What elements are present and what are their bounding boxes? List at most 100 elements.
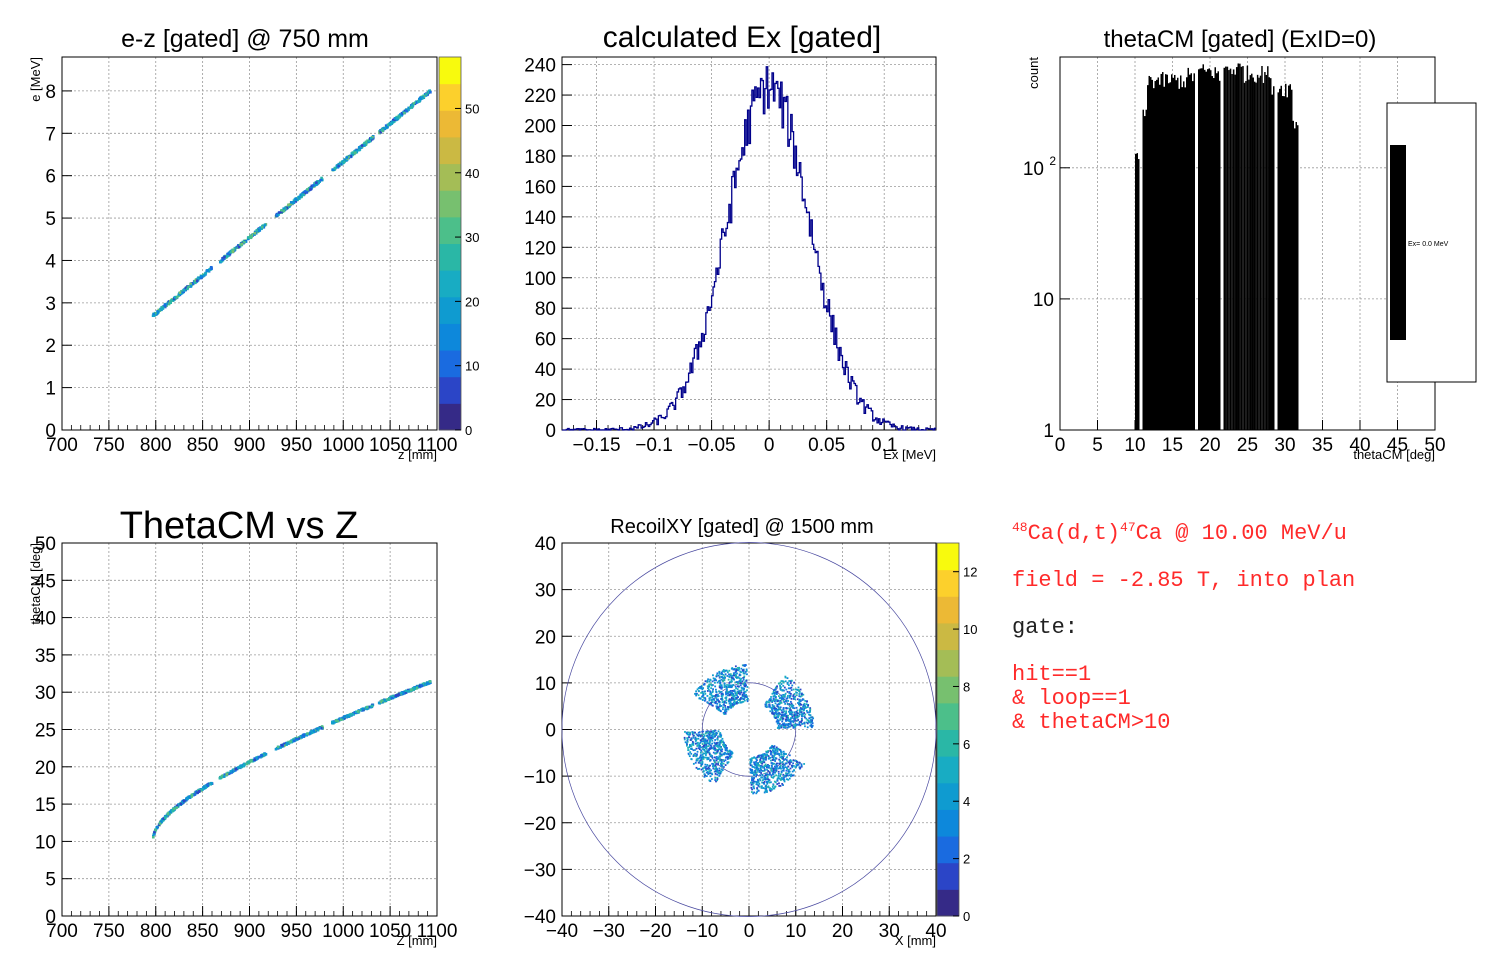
xy-bin <box>692 749 695 752</box>
xy-bin <box>717 763 719 766</box>
ez-points <box>151 89 432 318</box>
xy-bin <box>708 735 710 738</box>
xy-bin <box>732 668 735 671</box>
xy-bin <box>731 689 734 692</box>
ez-bin <box>303 190 307 193</box>
xy-bin <box>731 685 734 688</box>
xy-bin <box>729 693 732 696</box>
xy-bin <box>714 702 717 705</box>
xy-bin <box>735 697 738 700</box>
xy-bin <box>768 772 771 774</box>
xy-bin <box>772 751 775 754</box>
xy-bin <box>773 754 776 757</box>
xy-bin <box>756 787 758 789</box>
xy-bin <box>703 746 706 749</box>
ez-bin <box>393 120 396 123</box>
xy-bin <box>698 748 701 751</box>
ez-bin <box>255 229 259 232</box>
xy-bin <box>730 705 733 708</box>
xy-bin <box>765 700 768 703</box>
ez-bin <box>210 267 213 271</box>
xy-bin <box>780 751 783 754</box>
xy-bin <box>716 748 718 751</box>
xy-bin <box>770 762 773 764</box>
xy-bin <box>702 748 704 751</box>
xy-bin <box>776 700 779 703</box>
xy-bin <box>763 780 766 783</box>
ez-bin <box>301 193 304 197</box>
thetacm-bar <box>1219 80 1221 431</box>
xy-bin <box>779 725 782 728</box>
xy-bin <box>740 671 742 674</box>
thz-bin <box>170 809 173 812</box>
xy-bin <box>782 693 785 696</box>
xy-bin <box>803 763 806 765</box>
xy-bin <box>728 685 731 688</box>
xy-bin <box>779 784 782 787</box>
xy-bin <box>716 706 719 709</box>
ez-xlabel: z [mm] <box>398 447 437 462</box>
xy-bin <box>789 687 792 690</box>
xy-bin <box>786 707 789 710</box>
xy-bin <box>776 705 779 708</box>
xy-bin <box>712 698 715 700</box>
xy-bin <box>742 688 745 691</box>
xy-bin <box>711 747 714 750</box>
xy-bin <box>720 754 723 757</box>
xy-bin <box>729 691 732 694</box>
xy-bin <box>727 750 730 753</box>
xy-bin <box>782 773 785 776</box>
xy-bin <box>764 763 767 766</box>
xy-bin <box>710 683 712 686</box>
xy-bin <box>775 767 778 770</box>
xy-bin <box>797 686 800 689</box>
xy-bin <box>708 733 711 736</box>
xy-bin <box>702 687 705 689</box>
xy-bin <box>723 744 726 747</box>
xy-bin <box>809 724 812 727</box>
thetacm-bar <box>1159 84 1161 430</box>
xy-bin <box>714 764 717 767</box>
thetacm-bar <box>1172 77 1174 431</box>
xy-bin <box>692 753 695 756</box>
xy-bin <box>770 753 772 756</box>
ez-bin <box>360 144 364 147</box>
xy-bin <box>788 703 791 706</box>
xy-bin <box>792 721 795 724</box>
xy-bin <box>719 741 722 744</box>
xy-bin <box>789 725 792 728</box>
xy-bin <box>774 750 776 753</box>
xy-bin <box>732 696 735 699</box>
xy-bin <box>718 672 721 675</box>
ez-bin <box>394 117 397 120</box>
xy-bin <box>796 689 799 691</box>
xy-bin <box>805 703 808 706</box>
xy-bin <box>717 757 719 760</box>
thz-bin <box>418 684 422 688</box>
ez-bin <box>177 292 181 296</box>
xy-bin <box>777 773 780 775</box>
xy-bin <box>696 688 699 691</box>
xy-bin <box>799 703 801 705</box>
thz-bin <box>365 707 368 711</box>
xy-bin <box>771 704 774 706</box>
ex-ytick-label: 160 <box>524 177 556 198</box>
xy-bin <box>776 718 779 721</box>
xy-colorbar-label: 2 <box>963 852 970 867</box>
xy-bin <box>763 769 766 772</box>
xy-bin <box>749 758 752 761</box>
xy-bin <box>714 747 716 749</box>
thz-bin <box>173 807 176 810</box>
xy-bin <box>762 759 765 762</box>
xy-bin <box>740 686 743 689</box>
xy-bin <box>724 711 727 714</box>
xy-bin <box>766 750 769 753</box>
xy-xlabel: X [mm] <box>895 933 936 948</box>
ex-ytick-label: 180 <box>524 147 556 168</box>
xy-bin <box>749 769 752 772</box>
thz-bin <box>191 793 194 797</box>
xy-bin <box>772 690 775 693</box>
xy-bin <box>698 760 701 763</box>
ex-ytick-label: 120 <box>524 238 556 259</box>
xy-bin <box>723 679 726 681</box>
